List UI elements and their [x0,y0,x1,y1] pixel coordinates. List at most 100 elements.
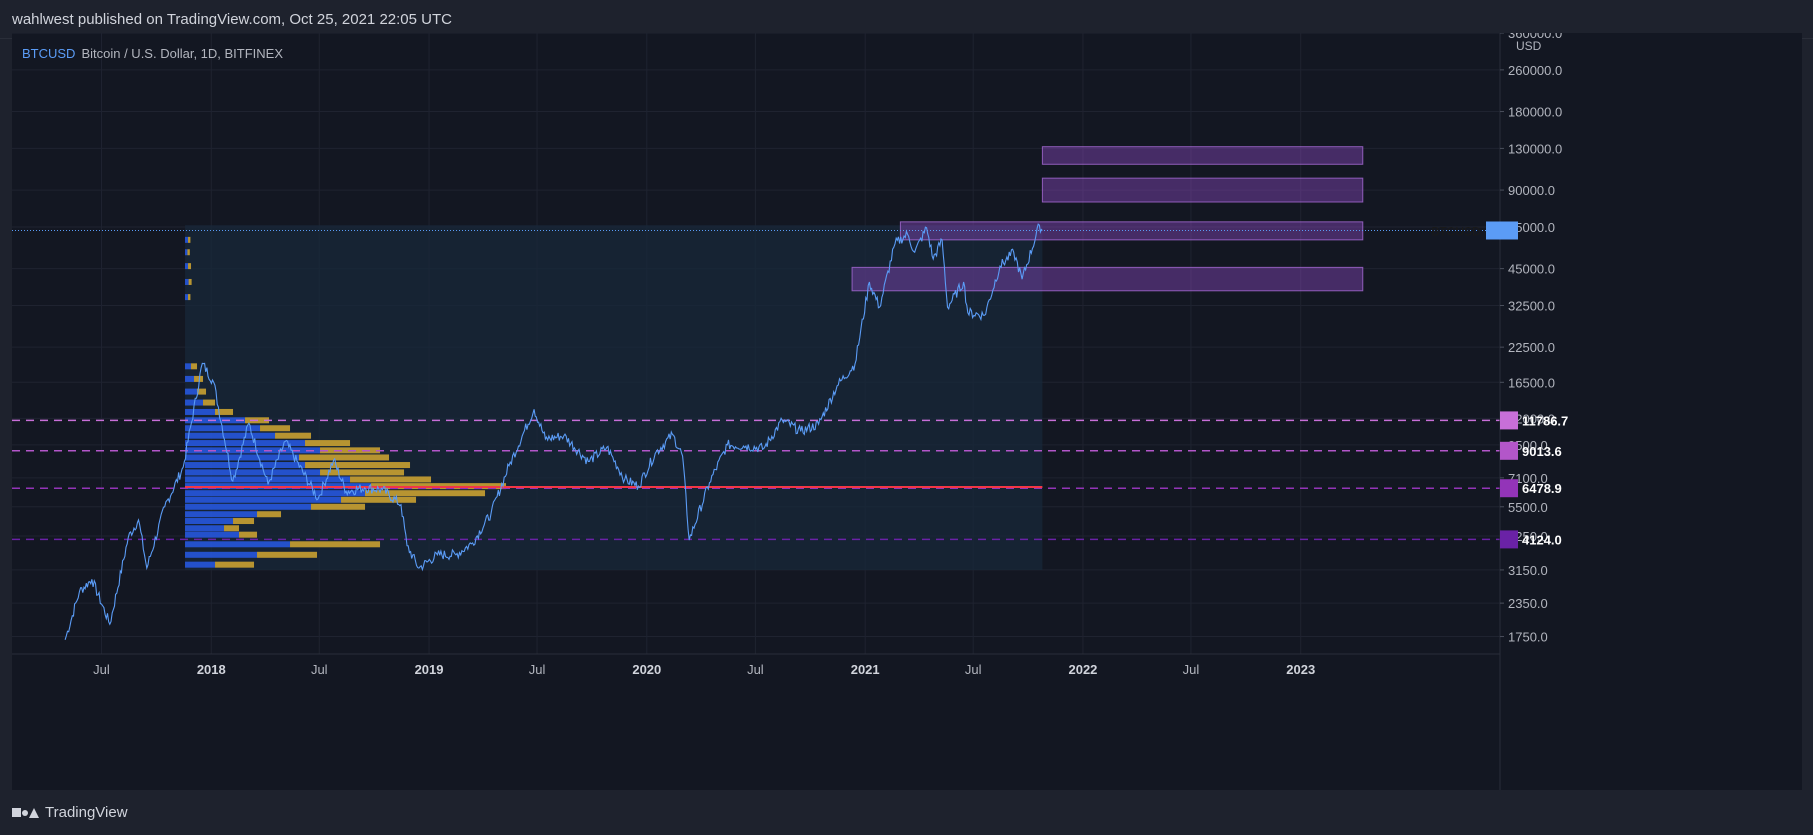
volume-profile-down-bar [215,561,255,568]
y-tick-label: 260000.0 [1508,63,1562,78]
volume-profile-area [185,225,1043,570]
y-tick-label: 180000.0 [1508,105,1562,120]
y-tick-label: 65000.0 [1508,220,1555,235]
publish-info: wahlwest published on TradingView.com, O… [12,11,452,28]
volume-profile-up-bar [185,278,189,285]
y-tick-label: 16500.0 [1508,375,1555,390]
volume-profile-up-bar [185,363,192,370]
price-line [64,223,1043,640]
volume-profile-down-bar [260,425,291,432]
volume-profile-up-bar [185,490,366,497]
volume-profile-down-bar [290,541,381,548]
legend-description: Bitcoin / U.S. Dollar, 1D, BITFINEX [81,46,284,61]
y-tick-label: 90000.0 [1508,183,1555,198]
volume-profile-down-bar [233,518,255,525]
level-axis-label: 9013.6 [1522,444,1562,459]
volume-profile-up-bar [185,236,189,243]
resistance-zone [1041,146,1364,165]
volume-profile-up-bar [185,263,189,270]
level-marker [1500,411,1518,430]
horizontal-levels[interactable] [12,419,1500,541]
volume-profile-up-bar [185,249,188,256]
x-tick-label: Jul [311,662,328,677]
volume-profile-down-bar [350,476,432,483]
volume-profile-down-bar [320,469,405,476]
volume-profile-down-bar [311,503,366,510]
x-tick-label: Jul [965,662,982,677]
volume-profile-down-bar [341,496,417,503]
y-tick-label: 360000.0 [1508,33,1562,41]
volume-profile-up-bar [185,432,276,439]
volume-profile-down-bar [365,490,486,497]
volume-profile-down-bar [257,551,318,558]
volume-profile-down-bar [305,440,351,447]
volume-profile-up-bar [185,511,258,518]
volume-profile-range [185,225,1043,570]
y-tick-label: 45000.0 [1508,262,1555,277]
volume-profile-down-bar [215,408,234,415]
y-tick-label: 130000.0 [1508,141,1562,156]
x-tick-label: 2019 [415,662,444,677]
x-tick-label: Jul [1183,662,1200,677]
time-axis[interactable]: Jul 2018 Jul 2019 Jul 2020 Jul 2021 Jul 2022 Jul 20… [12,653,1500,677]
volume-profile-down-bar [188,278,192,285]
y-tick-label: 2350.0 [1508,596,1548,611]
y-tick-label: 12000.0 [1508,411,1555,426]
volume-profile-down-bar [188,263,192,270]
volume-profile-up-bar [185,518,234,525]
brand[interactable]: TradingView [12,804,128,821]
x-tick-label: 2023 [1286,662,1315,677]
volume-profile-up-bar [185,469,321,476]
volume-profile-up-bar [185,440,306,447]
volume-profile-down-bar [299,454,390,461]
volume-profile-down-bar [187,249,190,256]
x-tick-label: Jul [93,662,110,677]
y-tick-label: 5500.0 [1508,500,1548,515]
y-tick-label: 22500.0 [1508,340,1555,355]
volume-profile-up-bar [185,551,258,558]
level-marker [1500,441,1518,460]
volume-profile-down-bar [203,399,216,406]
volume-profile-up-bar [185,462,306,469]
volume-profile-down-bar [194,375,204,382]
volume-profile-up-bar [185,496,342,503]
volume-profile-down-bar [239,531,258,538]
series-legend[interactable]: BTCUSD Bitcoin / U.S. Dollar, 1D, BITFINE… [22,46,283,61]
price-axis[interactable]: USD 1750.02350.03150.04250.05500.07100.0… [1499,33,1562,790]
level-axis-labels: 11786.7 9013.6 6478.9 4124.0 [1486,221,1568,549]
volume-profile-up-bar [185,503,312,510]
price-series [64,223,1043,640]
x-tick-label: Jul [747,662,764,677]
current-price-line: BTCUSD [12,224,1500,238]
volume-profile-up-bar [185,388,198,395]
volume-profile-down-bar [305,462,411,469]
resistance-zone [851,266,1364,292]
x-tick-label: 2018 [197,662,226,677]
volume-profile-down-bar [224,525,240,532]
volume-profile-up-bar [185,294,189,301]
current-price-marker [1486,221,1518,240]
volume-profile-down-bar [197,388,207,395]
x-tick-label: 2020 [632,662,661,677]
volume-profile-up-bar [185,525,225,532]
volume-profile-up-bar [185,541,291,548]
level-axis-label: 6478.9 [1522,481,1562,496]
level-axis-label: 4124.0 [1522,532,1562,547]
volume-profile-up-bar [185,375,195,382]
current-price-symbol-label: BTCUSD [1431,224,1481,238]
volume-profile-up-bar [185,531,240,538]
volume-profile-down-bar [191,363,198,370]
volume-profile-down-bar [257,511,282,518]
y-tick-label: 1750.0 [1508,630,1548,645]
level-marker [1500,530,1518,549]
price-chart[interactable]: BTCUSD USD 1750.02350.03150.04250.05500.… [12,33,1802,790]
resistance-zone [1041,177,1364,203]
tradingview-logo-icon [12,807,39,818]
price-axis-currency: USD [1516,39,1542,53]
footer-bar [0,790,1813,835]
legend-symbol: BTCUSD [22,46,76,61]
level-marker [1500,479,1518,498]
volume-profile-up-bar [185,454,300,461]
volume-profile-down-bar [188,294,191,301]
volume-profile-down-bar [275,432,312,439]
